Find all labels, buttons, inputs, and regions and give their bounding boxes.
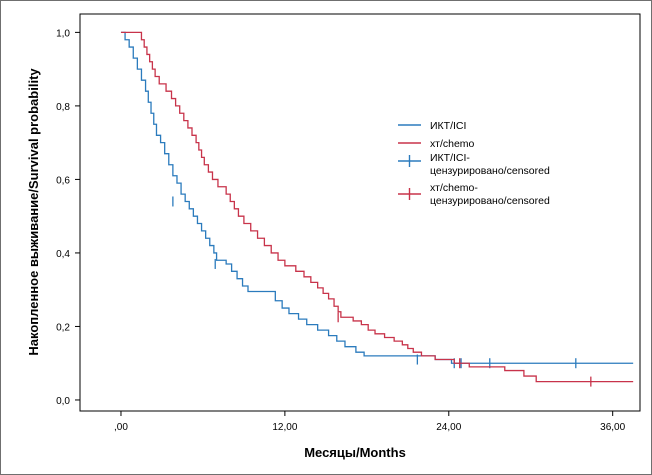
y-tick-label: 0,0 <box>56 396 70 407</box>
x-tick-label: 24,00 <box>436 422 461 433</box>
x-axis-ticks: ,00 12,00 24,00 36,00 <box>114 411 626 433</box>
y-tick-label: 1,0 <box>56 28 70 39</box>
legend-label-chemo-censored-1: хт/chemo- <box>430 182 478 194</box>
y-tick-label: 0,2 <box>56 322 70 333</box>
plot-frame <box>79 13 641 412</box>
x-tick-label: 12,00 <box>272 422 297 433</box>
y-tick-label: 0,6 <box>56 175 70 186</box>
x-tick-label: ,00 <box>114 422 128 433</box>
legend: ИКТ/ICI хт/chemo ИКТ/ICI- цензурировано/… <box>398 120 550 207</box>
legend-label-ici: ИКТ/ICI <box>430 120 466 132</box>
legend-label-chemo: хт/chemo <box>430 138 475 150</box>
legend-label-ici-censored-1: ИКТ/ICI- <box>430 152 470 164</box>
x-axis-title: Месяцы/Months <box>304 445 406 460</box>
series-line-ici <box>120 31 634 364</box>
legend-label-ici-censored-2: цензурировано/censored <box>430 165 550 177</box>
y-axis-title: Накопленное выживание/Survival probabili… <box>26 68 41 356</box>
legend-label-chemo-censored-2: цензурировано/censored <box>430 195 550 207</box>
y-tick-label: 0,8 <box>56 102 70 113</box>
series-line-chemo <box>120 31 634 383</box>
series-layer <box>120 31 634 387</box>
y-tick-label: 0,4 <box>56 249 70 260</box>
x-tick-label: 36,00 <box>600 422 625 433</box>
y-axis-ticks: 0,0 0,2 0,4 0,6 0,8 1,0 <box>56 28 80 407</box>
